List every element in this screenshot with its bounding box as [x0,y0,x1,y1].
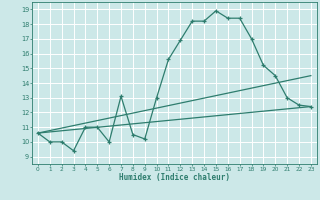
X-axis label: Humidex (Indice chaleur): Humidex (Indice chaleur) [119,173,230,182]
